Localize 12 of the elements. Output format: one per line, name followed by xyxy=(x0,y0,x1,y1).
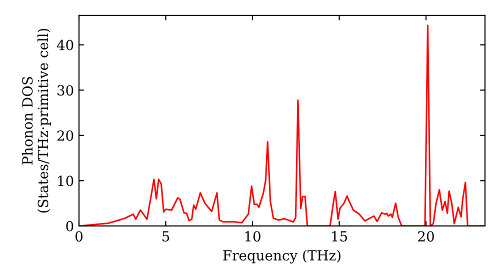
x-tick-label: 10 xyxy=(245,231,260,242)
x-tick-label: 0 xyxy=(75,231,82,242)
y-tick-label: 20 xyxy=(57,130,74,141)
y-tick-label: 0 xyxy=(66,220,74,232)
x-tick-label: 15 xyxy=(332,231,348,242)
y-tick-label: 40 xyxy=(56,40,74,50)
y-axis-title: Phonon DOS (States/THz·primitive cell) xyxy=(22,28,51,213)
x-tick-label: 20 xyxy=(418,231,434,242)
x-axis-title: Frequency (THz) xyxy=(223,250,340,264)
x-tick-label: 5 xyxy=(162,231,170,242)
y-tick-label: 30 xyxy=(58,85,74,96)
y-tick-label: 10 xyxy=(58,176,74,186)
